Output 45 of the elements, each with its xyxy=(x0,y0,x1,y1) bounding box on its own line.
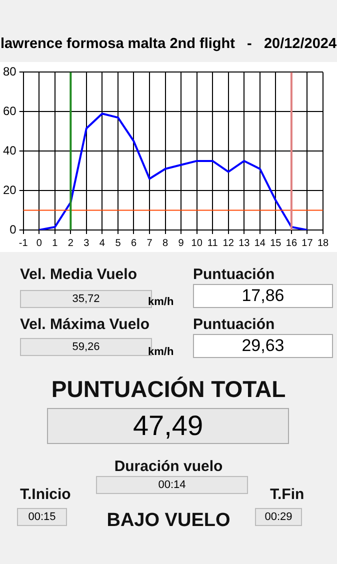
y-tick-label: 40 xyxy=(2,143,17,158)
text: 00:14 xyxy=(96,476,248,494)
x-tick-label: 8 xyxy=(162,238,169,249)
y-tick-label: 20 xyxy=(2,182,17,197)
x-tick-label: 3 xyxy=(84,238,90,249)
x-tick-label: 0 xyxy=(36,238,42,249)
text: 35,72 xyxy=(72,293,100,305)
text: 59,26 xyxy=(72,341,100,353)
text: km/h xyxy=(148,296,174,308)
text: 29,63 xyxy=(193,334,333,358)
x-tick-label: 5 xyxy=(115,238,122,249)
text: 00:29 xyxy=(255,508,302,526)
x-tick-label: 15 xyxy=(270,238,282,249)
x-tick-label: 4 xyxy=(99,238,106,249)
text: BAJO VUELO xyxy=(106,510,230,531)
text: Duración vuelo xyxy=(113,458,224,475)
x-tick-label: 13 xyxy=(238,238,250,249)
text: Vel. Media Vuelo xyxy=(20,266,137,283)
x-tick-label: 17 xyxy=(302,238,314,249)
text: Puntuación xyxy=(193,316,275,333)
x-tick-label: 12 xyxy=(222,238,234,249)
text: Vel. Máxima Vuelo xyxy=(20,316,150,333)
text: km/h xyxy=(148,346,174,358)
y-tick-label: 60 xyxy=(2,104,17,118)
x-tick-label: -1 xyxy=(18,238,28,249)
x-tick-label: 2 xyxy=(68,238,74,249)
x-tick-label: 9 xyxy=(178,238,184,249)
x-tick-label: 16 xyxy=(286,238,298,249)
x-tick-label: 1 xyxy=(52,238,58,249)
text: 17,86 xyxy=(193,284,333,308)
text: 47,49 xyxy=(47,408,289,444)
x-tick-label: 11 xyxy=(207,238,218,249)
text: 00:15 xyxy=(17,508,67,526)
x-tick-label: 18 xyxy=(317,238,329,249)
x-tick-label: 6 xyxy=(130,238,137,249)
x-tick-label: 14 xyxy=(254,238,266,249)
y-tick-label: 0 xyxy=(10,222,17,236)
y-tick-label: 80 xyxy=(2,64,17,79)
chart-title: lawrence formosa malta 2nd flight - 20/12/2024 xyxy=(0,36,337,52)
text: T.Fin xyxy=(270,486,304,503)
text: PUNTUACIÓN TOTAL xyxy=(50,376,287,403)
text: T.Inicio xyxy=(20,486,71,503)
x-tick-label: 10 xyxy=(191,238,203,249)
x-tick-label: 7 xyxy=(146,238,153,249)
text: Puntuación xyxy=(193,266,275,283)
